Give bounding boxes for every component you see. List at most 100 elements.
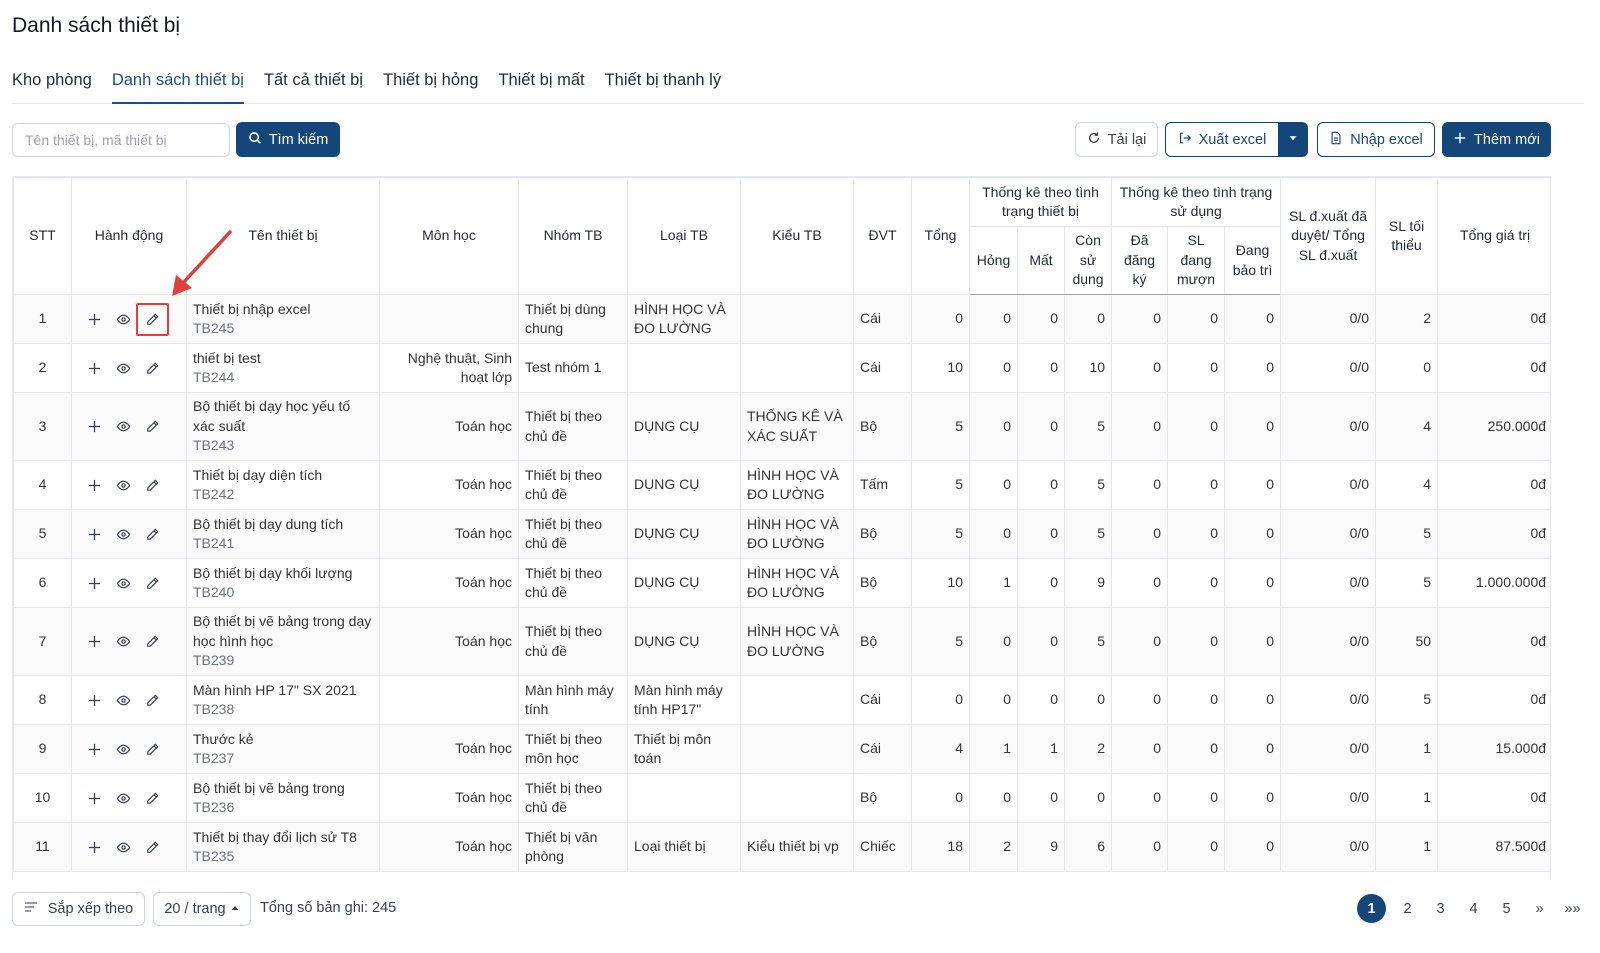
exported-cell: 0/0 (1280, 675, 1377, 725)
tab-thiet-bi-thanh-ly[interactable]: Thiết bị thanh lý (604, 71, 722, 89)
eye-icon[interactable] (113, 309, 134, 330)
eye-icon[interactable] (113, 690, 134, 711)
page-2[interactable]: 2 (1403, 900, 1412, 917)
name-cell[interactable]: Thiết bị dạy diện tích TB242 (186, 460, 380, 510)
page-1[interactable]: 1 (1357, 894, 1386, 923)
subject-cell: Toán học (379, 773, 519, 823)
table-row: 5 Bộ thiết bị dạy dung tích TB241 Toán học… (13, 509, 1550, 559)
equipment-name: thiết bị test (193, 349, 261, 366)
plus-icon[interactable] (84, 837, 105, 858)
table-row: 1 Thiết bị nhập excel TB245 Thiết bị dùng … (13, 294, 1550, 344)
pencil-icon[interactable] (142, 631, 163, 652)
total-cell: 5 (911, 509, 970, 559)
pencil-icon[interactable] (142, 788, 163, 809)
subject-cell: Nghệ thuật, Sinh hoạt lớp (379, 343, 519, 393)
stt-cell: 1 (13, 294, 72, 344)
tab-thiet-bi-mat[interactable]: Thiết bị mất (498, 71, 585, 89)
equipment-name: Bộ thiết bị dạy dung tích (193, 515, 344, 532)
total-cell: 4 (911, 724, 970, 774)
group-cell: Thiết bị dùng chung (518, 294, 628, 344)
header-value: Tổng giá trị (1437, 177, 1550, 295)
import-excel-button[interactable]: Nhập excel (1317, 122, 1435, 157)
name-cell[interactable]: Thiết bị nhập excel TB245 (186, 294, 380, 344)
broken-cell: 1 (969, 558, 1018, 608)
stt-cell: 7 (13, 607, 72, 676)
plus-icon[interactable] (84, 788, 105, 809)
plus-icon[interactable] (84, 631, 105, 652)
eye-icon[interactable] (113, 573, 134, 594)
page-5[interactable]: 5 (1502, 900, 1511, 917)
search-button[interactable]: Tìm kiếm (236, 122, 340, 157)
equipment-code: TB237 (193, 750, 235, 766)
page-3[interactable]: 3 (1436, 900, 1445, 917)
pencil-icon[interactable] (142, 573, 163, 594)
sort-button[interactable]: Sắp xếp theo (12, 892, 145, 926)
exported-cell: 0/0 (1280, 460, 1377, 510)
type-cell (740, 724, 854, 774)
page-4[interactable]: 4 (1469, 900, 1478, 917)
pencil-icon[interactable] (142, 358, 163, 379)
plus-icon[interactable] (84, 573, 105, 594)
tab-danh-sach-thiet-bi[interactable]: Danh sách thiết bị (111, 68, 244, 104)
add-new-button[interactable]: Thêm mới (1442, 122, 1551, 157)
plus-icon[interactable] (84, 690, 105, 711)
name-cell[interactable]: Thiết bị thay đổi lịch sử T8 TB235 (186, 822, 380, 872)
category-cell: DỤNG CỤ (627, 607, 741, 676)
last-page-button[interactable]: »» (1564, 900, 1581, 917)
reload-button[interactable]: Tải lại (1075, 122, 1158, 157)
eye-icon[interactable] (113, 631, 134, 652)
unit-cell: Chiếc (853, 822, 912, 872)
page-size-select[interactable]: 20 / trang (153, 892, 251, 926)
plus-icon[interactable] (84, 475, 105, 496)
stt-cell: 2 (13, 343, 72, 393)
pencil-icon[interactable] (142, 837, 163, 858)
borrowed-cell: 0 (1167, 460, 1226, 510)
plus-icon[interactable] (84, 524, 105, 545)
header-borrowed: SL đang mượn (1167, 226, 1226, 295)
eye-icon[interactable] (113, 475, 134, 496)
plus-icon[interactable] (84, 309, 105, 330)
plus-icon[interactable] (84, 358, 105, 379)
header-broken: Hỏng (969, 226, 1018, 295)
plus-icon[interactable] (84, 739, 105, 760)
name-cell[interactable]: Thước kẻ TB237 (186, 724, 380, 774)
pencil-icon[interactable] (142, 475, 163, 496)
eye-icon[interactable] (113, 837, 134, 858)
plus-icon[interactable] (84, 416, 105, 437)
export-excel-button[interactable]: Xuất excel (1165, 122, 1279, 157)
name-cell[interactable]: Bộ thiết bị dạy khối lượng TB240 (186, 558, 380, 608)
eye-icon[interactable] (113, 416, 134, 437)
pencil-icon[interactable] (136, 302, 169, 336)
type-cell: HÌNH HỌC VÀ ĐO LƯỜNG (740, 607, 854, 676)
name-cell[interactable]: Bộ thiết bị vẽ bảng trong dạy học hình h… (186, 607, 380, 676)
tab-kho-phong[interactable]: Kho phòng (12, 71, 92, 89)
next-page-button[interactable]: » (1535, 900, 1544, 917)
category-cell: DỤNG CỤ (627, 509, 741, 559)
eye-icon[interactable] (113, 739, 134, 760)
pencil-icon[interactable] (142, 690, 163, 711)
type-cell: HÌNH HỌC VÀ ĐO LƯỜNG (740, 509, 854, 559)
name-cell[interactable]: thiết bị test TB244 (186, 343, 380, 393)
pencil-icon[interactable] (142, 739, 163, 760)
unit-cell: Cái (853, 675, 912, 725)
eye-icon[interactable] (113, 788, 134, 809)
category-cell: Màn hình máy tính HP17" (627, 675, 741, 725)
export-dropdown-button[interactable] (1278, 122, 1308, 157)
name-cell[interactable]: Bộ thiết bị dạy dung tích TB241 (186, 509, 380, 559)
search-input[interactable] (12, 123, 230, 157)
pencil-icon[interactable] (142, 524, 163, 545)
group-cell: Thiết bị văn phòng (518, 822, 628, 872)
name-cell[interactable]: Bộ thiết bị vẽ bảng trong TB236 (186, 773, 380, 823)
eye-icon[interactable] (113, 524, 134, 545)
tab-thiet-bi-hong[interactable]: Thiết bị hỏng (382, 71, 479, 89)
pencil-icon[interactable] (142, 416, 163, 437)
unit-cell: Bộ (853, 558, 912, 608)
minimum-cell: 50 (1375, 607, 1439, 676)
total-cell: 0 (911, 773, 970, 823)
name-cell[interactable]: Bộ thiết bị dạy học yếu tố xác suất TB243 (186, 392, 380, 461)
broken-cell: 0 (969, 392, 1018, 461)
header-status-group: Thống kê theo tình trạng thiết bị (968, 177, 1113, 227)
eye-icon[interactable] (113, 358, 134, 379)
tab-tat-ca-thiet-bi[interactable]: Tất cả thiết bị (263, 71, 363, 89)
name-cell[interactable]: Màn hình HP 17" SX 2021 TB238 (186, 675, 380, 725)
